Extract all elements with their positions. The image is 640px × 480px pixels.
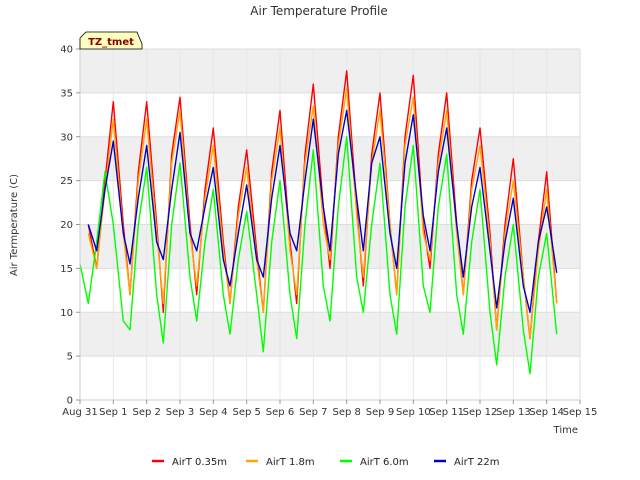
y-tick-label: 15: [60, 264, 73, 275]
legend-label: AirT 0.35m: [172, 457, 227, 468]
x-tick-label: Sep 9: [366, 407, 394, 418]
x-tick-label: Sep 8: [332, 407, 360, 418]
y-tick-label: 25: [60, 176, 73, 187]
y-tick-label: 35: [60, 88, 73, 99]
x-tick-label: Sep 4: [199, 407, 227, 418]
x-tick-label: Sep 6: [266, 407, 294, 418]
chart-title: Air Temperature Profile: [250, 4, 387, 18]
series-layer: [79, 70, 558, 375]
series-line-4: [87, 109, 558, 313]
series-line-3: [79, 136, 558, 375]
legend: AirT 0.35m AirT 1.8m AirT 6.0m AirT 22m: [152, 457, 499, 468]
legend-label: AirT 6.0m: [360, 457, 409, 468]
x-tick-label: Sep 11: [429, 407, 464, 418]
legend-label: AirT 1.8m: [266, 457, 315, 468]
x-tick-label: Sep 7: [299, 407, 327, 418]
plot-band: [80, 49, 580, 93]
x-tick-label: Sep 10: [396, 407, 431, 418]
y-tick-label: 5: [67, 352, 73, 363]
x-tick-label: Sep 3: [166, 407, 194, 418]
series-line-2: [87, 87, 558, 340]
x-tick-label: Sep 13: [496, 407, 531, 418]
x-tick-label: Sep 2: [132, 407, 160, 418]
legend-label: AirT 22m: [454, 457, 499, 468]
y-tick-label: 30: [60, 132, 73, 143]
site-badge: TZ_tmet: [79, 31, 143, 50]
x-tick-label: Aug 31: [62, 407, 97, 418]
x-tick-label: Sep 5: [232, 407, 260, 418]
y-tick-labels: 0 5 10 15 20 25 30 35 40: [60, 45, 80, 407]
x-tick-labels: Aug 31 Sep 1 Sep 2 Sep 3 Sep 4 Sep 5 Sep 6 Sep …: [62, 400, 597, 418]
y-axis-label: Air Termperature (C): [9, 174, 20, 276]
x-tick-label: Sep 15: [563, 407, 598, 418]
y-tick-label: 10: [60, 308, 73, 319]
plot-band: [80, 136, 580, 181]
y-tick-label: 40: [60, 45, 73, 56]
y-tick-label: 0: [67, 396, 73, 407]
badge-shape: [79, 31, 143, 50]
x-tick-label: Sep 1: [99, 407, 127, 418]
x-tick-label: Sep 14: [529, 407, 564, 418]
y-tick-label: 20: [60, 220, 73, 231]
x-axis-label: Time: [553, 425, 578, 436]
badge-label: TZ_tmet: [88, 37, 134, 48]
x-tick-label: Sep 12: [463, 407, 498, 418]
